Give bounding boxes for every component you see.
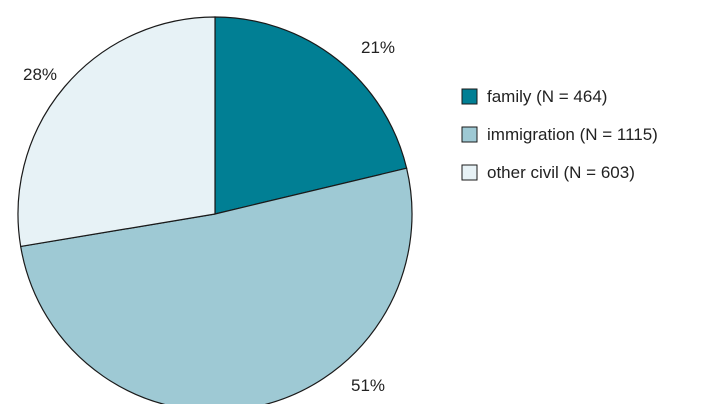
- legend-item-family: family (N = 464): [461, 87, 607, 106]
- legend-item-immigration: immigration (N = 1115): [461, 125, 658, 144]
- percent-label-immigration: 51%: [351, 376, 385, 395]
- percent-labels: 21% 51% 28%: [23, 38, 395, 395]
- pie-slices: [17, 16, 413, 404]
- legend-label-other-civil: other civil (N = 603): [487, 163, 635, 182]
- pie-slice-other-civil: [17, 16, 216, 248]
- legend-swatch-immigration: [461, 126, 478, 143]
- percent-label-family: 21%: [361, 38, 395, 57]
- legend: family (N = 464) immigration (N = 1115) ot…: [461, 87, 658, 182]
- legend-label-immigration: immigration (N = 1115): [487, 125, 658, 144]
- pie-slice-immigration: [20, 167, 413, 404]
- legend-item-other-civil: other civil (N = 603): [461, 163, 635, 182]
- pie-slice-family: [214, 16, 408, 215]
- legend-label-family: family (N = 464): [487, 87, 607, 106]
- legend-swatch-family: [461, 88, 478, 105]
- legend-swatch-other-civil: [461, 164, 478, 181]
- percent-label-other-civil: 28%: [23, 65, 57, 84]
